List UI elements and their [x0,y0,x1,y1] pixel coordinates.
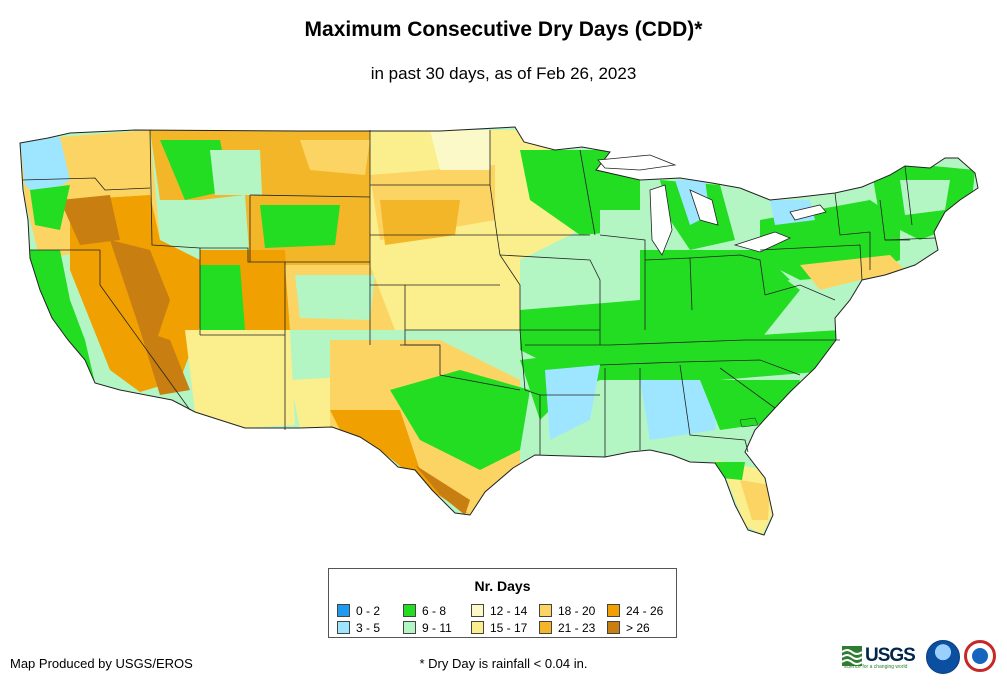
state-boundaries [21,129,936,457]
map-credit: Map Produced by USGS/EROS [10,656,193,671]
usgs-logo: USGS [842,644,918,668]
legend-label: 3 - 5 [356,620,381,635]
usgs-tagline: science for a changing world [844,664,908,670]
legend-label: 0 - 2 [356,603,381,618]
legend-swatch [607,621,620,634]
legend-swatch [403,621,416,634]
legend-label: 24 - 26 [626,603,664,618]
legend-item: 6 - 8 [403,602,471,619]
legend-item: 9 - 11 [403,619,471,636]
legend-swatch [539,604,552,617]
legend-label: 15 - 17 [490,620,528,635]
legend-swatch [607,604,620,617]
legend-item: 21 - 23 [539,619,607,636]
legend-item: 15 - 17 [471,619,539,636]
legend-item: 18 - 20 [539,602,607,619]
nws-seal-icon [964,640,996,672]
legend-swatch [539,621,552,634]
noaa-seal-icon [926,640,960,674]
coastal-island [739,417,759,428]
legend-title: Nr. Days [474,578,531,594]
legend-swatch [337,604,350,617]
legend-item: 0 - 2 [337,602,403,619]
legend-item: 3 - 5 [337,619,403,636]
legend-swatch [471,621,484,634]
legend-items: 0 - 2 3 - 5 6 - 8 9 - 11 12 - 14 15 - 17… [337,602,675,636]
agency-logos: USGS science for a changing world [842,638,1002,678]
us-outline [19,126,979,536]
legend-label: 18 - 20 [558,603,596,618]
map-subtitle: in past 30 days, as of Feb 26, 2023 [370,64,637,83]
legend-item: 12 - 14 [471,602,539,619]
legend-item: 24 - 26 [607,602,675,619]
legend-label: 6 - 8 [422,603,447,618]
legend-item: > 26 [607,619,675,636]
legend-swatch [337,621,350,634]
legend-label: 9 - 11 [422,620,452,635]
map-title: Maximum Consecutive Dry Days (CDD)* [304,18,703,41]
legend-label: 21 - 23 [558,620,596,635]
legend-swatch [403,604,416,617]
usgs-wave-icon [842,646,862,666]
legend: Nr. Days 0 - 2 3 - 5 6 - 8 9 - 11 12 - 1… [328,568,677,638]
legend-label: > 26 [626,620,650,635]
legend-swatch [471,604,484,617]
legend-label: 12 - 14 [490,603,528,618]
dry-day-footnote: * Dry Day is rainfall < 0.04 in. [419,656,588,671]
great-lakes [597,154,827,256]
usgs-text: USGS [865,645,916,666]
